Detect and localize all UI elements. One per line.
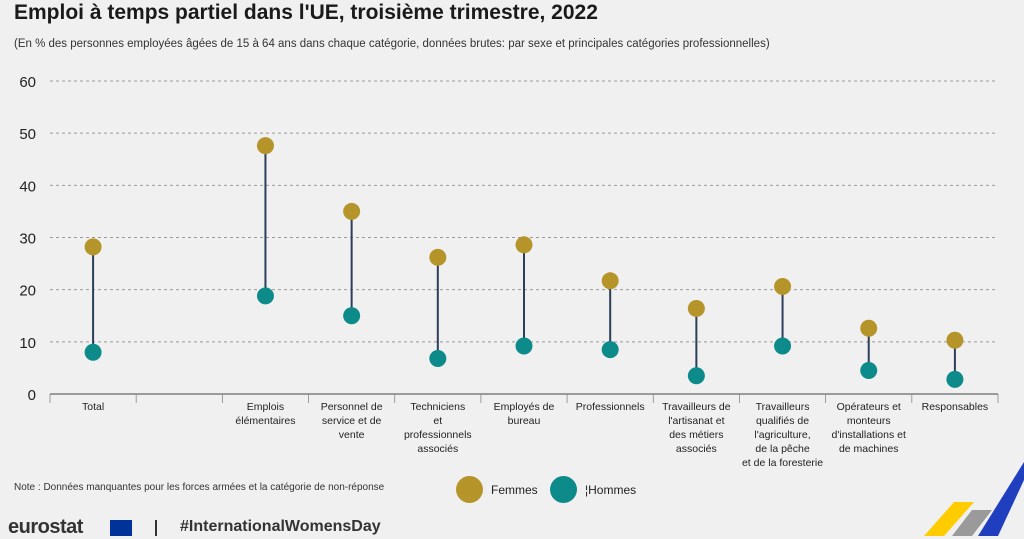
category-label: associés [417, 443, 458, 455]
category-label: Total [82, 401, 104, 413]
dot-range-chart: 0 10 20 30 40 50 60 Total Emplois élémentaires Per… [19, 74, 999, 469]
footer: eurostat #InternationalWomensDay [0, 514, 1024, 538]
point-men [256, 287, 274, 305]
category-label: Responsables [922, 401, 989, 413]
point-men [860, 362, 878, 380]
point-women [84, 238, 102, 256]
category-label: de la pêche [755, 443, 809, 455]
legend-item-men: ¦Hommes [550, 476, 636, 503]
point-women [860, 319, 878, 337]
point-men [946, 370, 964, 388]
y-tick-label: 40 [19, 178, 36, 195]
eu-flag-icon [110, 520, 132, 536]
point-women [515, 236, 533, 254]
category-label: professionnels [404, 429, 472, 441]
decorative-stripes-icon [924, 462, 1024, 536]
footer-hashtag: #InternationalWomensDay [180, 518, 381, 535]
chart-note: Note : Données manquantes pour les force… [14, 482, 385, 493]
category-label: élémentaires [235, 415, 295, 427]
category-label: l'agriculture, [754, 429, 810, 441]
chart-subtitle: (En % des personnes employées âgées de 1… [14, 38, 770, 50]
category-label: et [433, 415, 442, 427]
point-men [84, 343, 102, 361]
point-men [515, 337, 533, 355]
category-label: Travailleurs de [662, 401, 731, 413]
point-men [774, 337, 792, 355]
category-label: de machines [839, 443, 899, 455]
footer-divider [155, 520, 157, 536]
category-label: Employés de [494, 401, 555, 413]
y-tick-label: 50 [19, 126, 36, 143]
y-tick-label: 30 [19, 231, 36, 248]
point-men [601, 341, 619, 359]
point-men [429, 350, 447, 368]
legend-item-women: Femmes [456, 476, 538, 503]
legend-label-women: Femmes [491, 482, 538, 497]
y-tick-label: 60 [19, 74, 36, 91]
legend-label-men: ¦Hommes [585, 482, 637, 497]
point-men [687, 367, 705, 385]
category-label: et de la foresterie [742, 457, 823, 469]
legend-swatch-women [456, 476, 483, 503]
y-tick-label: 0 [28, 387, 36, 404]
y-tick-label: 10 [19, 335, 36, 352]
point-women [429, 248, 447, 266]
category-label: vente [339, 429, 365, 441]
chart-title: Emploi à temps partiel dans l'UE, troisi… [14, 1, 598, 24]
category-label: Travailleurs [756, 401, 810, 413]
point-women [946, 331, 964, 349]
eurostat-logo: eurostat [8, 516, 83, 538]
point-women [601, 272, 619, 290]
category-label: Techniciens [410, 401, 465, 413]
point-women [256, 137, 274, 155]
point-women [687, 299, 705, 317]
category-label: qualifiés de [756, 415, 809, 427]
category-label: Professionnels [576, 401, 645, 413]
category-label: bureau [508, 415, 541, 427]
category-label: des métiers [669, 429, 723, 441]
category-label: l'artisanat et [668, 415, 724, 427]
category-label: associés [676, 443, 717, 455]
category-label: service et de [322, 415, 382, 427]
category-label: d'installations et [832, 429, 906, 441]
point-women [343, 202, 361, 220]
category-label: Opérateurs et [837, 401, 901, 413]
category-label: Emplois [247, 401, 284, 413]
y-tick-label: 20 [19, 283, 36, 300]
point-women [774, 278, 792, 296]
legend-swatch-men [550, 476, 577, 503]
category-label: monteurs [847, 415, 891, 427]
category-label: Personnel de [321, 401, 383, 413]
point-men [343, 307, 361, 325]
